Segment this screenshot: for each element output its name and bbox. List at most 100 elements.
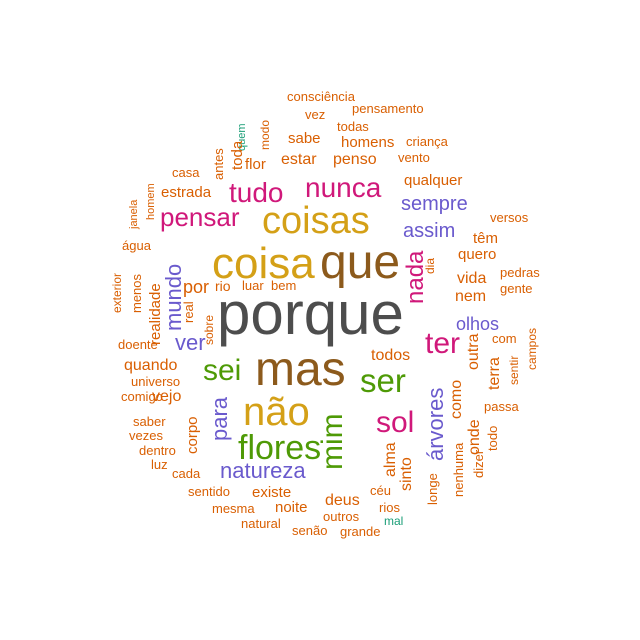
word-rios: rios — [379, 500, 400, 515]
word-pensar: pensar — [160, 202, 240, 232]
word-estar: estar — [281, 151, 317, 168]
word-natureza: natureza — [220, 458, 306, 483]
word-por: por — [183, 277, 209, 297]
word-nem: nem — [455, 288, 486, 305]
word-antes: antes — [211, 148, 226, 180]
word-noite: noite — [275, 499, 308, 516]
word-casa: casa — [172, 165, 200, 180]
word-modo: modo — [258, 120, 272, 150]
word-nada: nada — [402, 250, 429, 304]
word-campos: campos — [525, 328, 539, 370]
word-nao: não — [243, 390, 310, 434]
word-todo: todo — [485, 426, 500, 451]
word-sentir: sentir — [507, 356, 521, 385]
word-senao: senão — [292, 523, 327, 538]
word-deus: deus — [325, 492, 360, 509]
word-ter: ter — [425, 327, 460, 360]
word-nunca: nunca — [305, 172, 382, 203]
word-mesma: mesma — [212, 501, 255, 516]
word-mal: mal — [384, 514, 403, 528]
word-todas: todas — [337, 119, 369, 134]
word-longe: longe — [425, 473, 440, 505]
word-passa: passa — [484, 399, 519, 414]
word-saber: saber — [133, 414, 166, 429]
word-vejo: vejo — [152, 388, 181, 405]
word-universo: universo — [131, 374, 180, 389]
word-dia: dia — [423, 258, 437, 274]
word-ser: ser — [360, 362, 406, 399]
word-sobre: sobre — [202, 315, 216, 345]
word-janela: janela — [128, 199, 140, 230]
word-ceu: céu — [370, 483, 391, 498]
word-mim: mim — [316, 413, 349, 470]
word-realidade: realidade — [147, 283, 164, 345]
word-cada: cada — [172, 466, 201, 481]
word-estrada: estrada — [161, 184, 212, 201]
word-terra: terra — [486, 357, 503, 390]
word-dizer: dizer — [471, 449, 486, 478]
word-olhos: olhos — [456, 314, 499, 334]
word-assim: assim — [403, 220, 455, 242]
word-tudo: tudo — [229, 177, 284, 208]
word-outros: outros — [323, 509, 360, 524]
word-toda: toda — [229, 140, 246, 170]
word-homens: homens — [341, 134, 394, 151]
word-pedras: pedras — [500, 265, 540, 280]
word-outra: outra — [465, 333, 482, 370]
word-luz: luz — [151, 457, 168, 472]
word-luar: luar — [242, 278, 264, 293]
word-coisas: coisas — [262, 200, 370, 242]
word-nenhuma: nenhuma — [451, 442, 466, 497]
word-natural: natural — [241, 516, 281, 531]
word-ver: ver — [175, 330, 206, 355]
word-mas: mas — [255, 343, 346, 396]
word-com: com — [492, 331, 517, 346]
word-dentro: dentro — [139, 443, 176, 458]
word-quero: quero — [458, 246, 496, 263]
word-quem: quem — [236, 123, 248, 151]
word-existe: existe — [252, 484, 291, 501]
word-vida: vida — [457, 270, 486, 287]
word-sempre: sempre — [401, 193, 468, 215]
word-flor: flor — [245, 156, 266, 173]
word-grande: grande — [340, 524, 380, 539]
word-consciencia: consciência — [287, 89, 356, 104]
word-todos: todos — [371, 347, 410, 364]
word-exterior: exterior — [110, 273, 124, 313]
word-vezes: vezes — [129, 428, 163, 443]
word-corpo: corpo — [184, 416, 201, 454]
word-tem: têm — [473, 230, 498, 247]
word-pensamento: pensamento — [352, 101, 424, 116]
word-versos: versos — [490, 210, 529, 225]
word-para: para — [207, 396, 232, 441]
word-agua: água — [122, 238, 152, 253]
word-gente: gente — [500, 281, 533, 296]
word-como: como — [448, 380, 465, 419]
word-alma: alma — [382, 442, 399, 477]
word-arvores: árvores — [423, 388, 448, 461]
word-sinto: sinto — [398, 457, 415, 491]
word-crianca: criança — [406, 134, 449, 149]
word-penso: penso — [333, 151, 377, 168]
word-bem: bem — [271, 278, 296, 293]
word-onde: onde — [466, 419, 483, 455]
word-comigo: comigo — [121, 389, 163, 404]
word-porque: porque — [217, 280, 404, 347]
word-real: real — [181, 301, 196, 323]
word-sol: sol — [376, 406, 414, 439]
word-vento: vento — [398, 150, 430, 165]
word-menos: menos — [129, 273, 144, 313]
word-mundo: mundo — [161, 264, 186, 331]
word-quando: quando — [124, 357, 177, 374]
word-qualquer: qualquer — [404, 172, 462, 189]
word-sentido: sentido — [188, 484, 230, 499]
word-que: que — [320, 236, 400, 289]
word-flores: flores — [238, 429, 321, 467]
word-sei: sei — [203, 354, 241, 387]
word-rio: rio — [215, 278, 231, 294]
word-homem: homem — [145, 183, 157, 220]
word-vez: vez — [305, 107, 325, 122]
word-sabe: sabe — [288, 130, 321, 147]
word-doente: doente — [118, 337, 158, 352]
